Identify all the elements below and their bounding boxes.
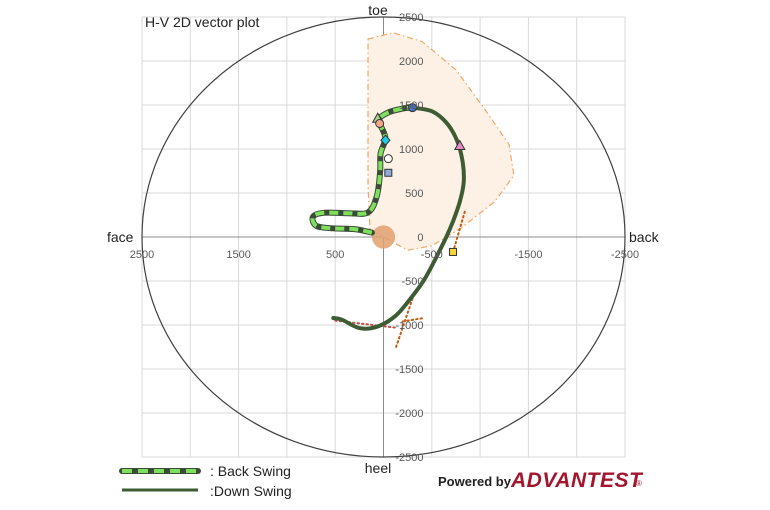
legend: : Back Swing :Down Swing	[119, 463, 292, 499]
y-tick-label: 2500	[399, 12, 423, 24]
y-tick-label: 1000	[399, 144, 423, 156]
registered-mark: ®	[636, 479, 642, 488]
legend-label-down-swing: :Down Swing	[210, 483, 292, 499]
marker-circle	[375, 118, 385, 128]
origin-circle	[371, 225, 396, 249]
marker-square	[384, 168, 393, 177]
y-tick-label: -500	[401, 276, 423, 288]
x-tick-label: -2500	[611, 249, 639, 261]
x-tick-label: -500	[421, 249, 443, 261]
tick-labels: 2500 1500 500 -500 -1500 -2500 2500 2000 1500 100…	[130, 12, 639, 464]
advantest-logo: ADVANTEST	[510, 469, 644, 492]
x-tick-label: 1500	[226, 249, 250, 261]
x-tick-label: -1500	[514, 249, 542, 261]
y-tick-label: 1500	[399, 100, 423, 112]
direction-label-left: face	[107, 229, 134, 245]
marker-circle	[407, 103, 417, 113]
marker-square	[449, 247, 458, 256]
dotted-line	[452, 207, 467, 253]
markers	[371, 103, 466, 256]
y-tick-label: -1000	[395, 320, 423, 332]
direction-label-top: toe	[368, 2, 388, 18]
shaded-region	[367, 32, 515, 251]
marker-diamond	[380, 134, 391, 146]
marker-circle	[383, 154, 393, 164]
dotted-line	[401, 317, 426, 323]
x-tick-label: 2500	[130, 249, 154, 261]
y-tick-label: 500	[405, 188, 423, 200]
y-tick-label: 0	[417, 232, 423, 244]
outer-ellipse-shape	[141, 16, 626, 458]
direction-label-bottom: heel	[365, 460, 391, 476]
direction-label-right: back	[629, 229, 660, 245]
outer-ellipse	[141, 16, 626, 458]
y-tick-label: -2500	[395, 452, 423, 464]
series-back-swing	[310, 105, 413, 235]
legend-label-back-swing: : Back Swing	[210, 463, 291, 479]
powered-by-text: Powered by	[438, 474, 512, 489]
x-tick-label: 500	[326, 249, 344, 261]
y-tick-label: -2000	[395, 408, 423, 420]
series-lines	[309, 104, 466, 331]
y-tick-label: 2000	[399, 56, 423, 68]
marker-triangle	[453, 139, 466, 150]
y-tick-label: -1500	[395, 364, 423, 376]
chart-title: H-V 2D vector plot	[145, 14, 259, 30]
series-down-swing	[331, 105, 466, 331]
shaded-region-shape	[367, 32, 515, 251]
dotted-line	[395, 297, 414, 348]
